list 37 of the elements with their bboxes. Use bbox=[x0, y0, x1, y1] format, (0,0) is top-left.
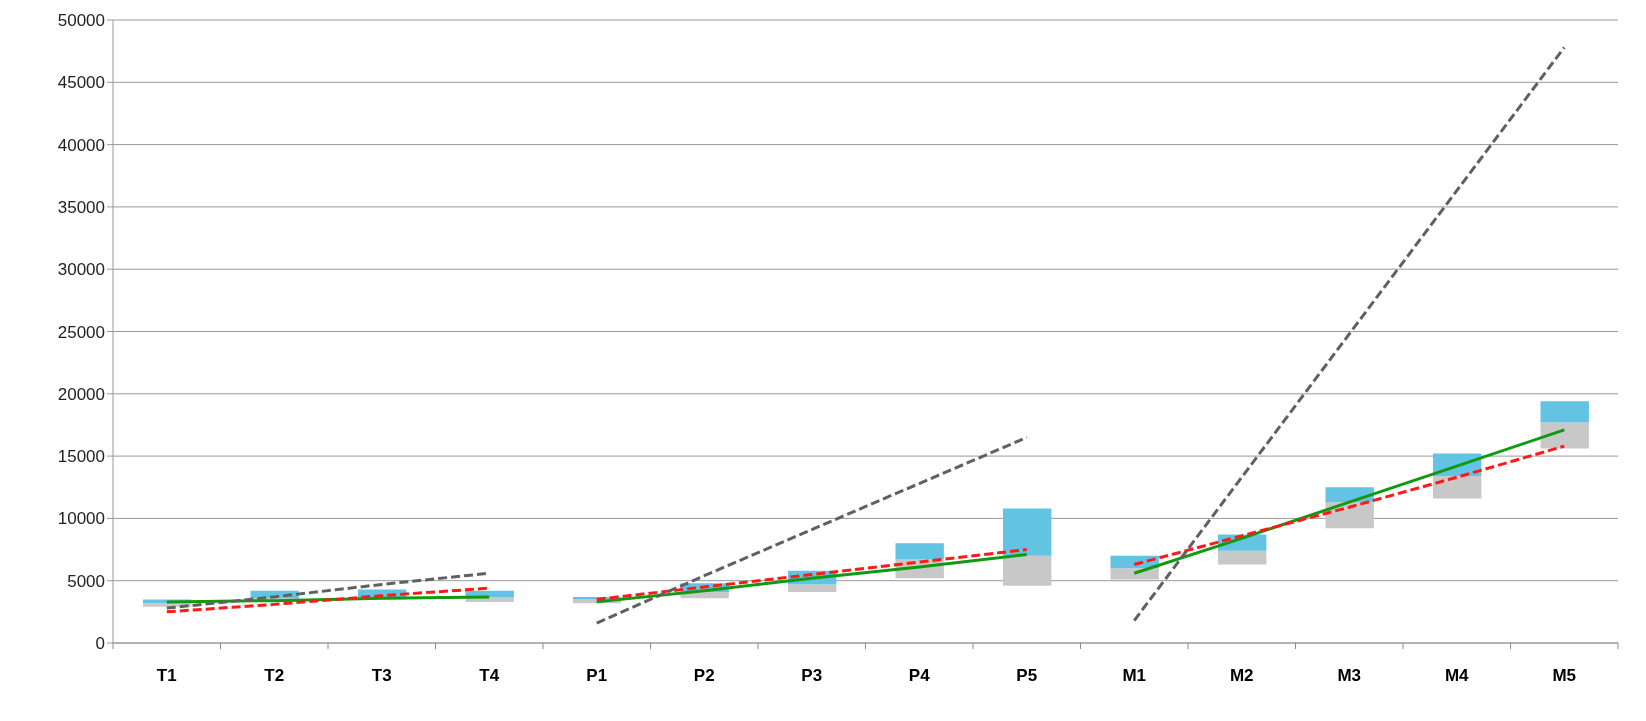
x-tick-label: P4 bbox=[908, 666, 931, 685]
y-tick-label: 50000 bbox=[57, 11, 105, 31]
x-tick-label: M1 bbox=[1122, 666, 1147, 685]
x-tick-label: M4 bbox=[1444, 666, 1470, 685]
line-series bbox=[1132, 428, 1566, 575]
bar bbox=[1540, 422, 1589, 449]
x-tick-label: P3 bbox=[801, 666, 823, 685]
y-tick-label: 30000 bbox=[57, 260, 105, 280]
x-tick-label: P1 bbox=[586, 666, 608, 685]
y-tick-label: 15000 bbox=[57, 447, 105, 467]
bar bbox=[1218, 550, 1267, 565]
y-tick-label: 25000 bbox=[57, 322, 105, 342]
y-tick-label: 45000 bbox=[57, 73, 105, 93]
x-tick-label: M2 bbox=[1229, 666, 1254, 685]
bar bbox=[1433, 476, 1482, 499]
x-tick-label: M5 bbox=[1552, 666, 1577, 685]
y-tick-label: 40000 bbox=[57, 135, 105, 155]
bar bbox=[1003, 555, 1052, 586]
x-tick-label: P5 bbox=[1016, 666, 1038, 685]
y-tick-label: 20000 bbox=[57, 384, 105, 404]
bar bbox=[788, 584, 837, 592]
x-tick-label: T4 bbox=[479, 666, 500, 685]
y-tick-label: 5000 bbox=[67, 571, 105, 591]
bar bbox=[895, 543, 944, 560]
bar bbox=[1540, 401, 1589, 423]
x-tick-label: T1 bbox=[156, 666, 177, 685]
x-tick-label: T3 bbox=[371, 666, 392, 685]
bar bbox=[1003, 508, 1052, 556]
y-tick-label: 10000 bbox=[57, 509, 105, 529]
x-tick-label: M3 bbox=[1337, 666, 1362, 685]
x-tick-label: T2 bbox=[264, 666, 285, 685]
y-tick-label: 0 bbox=[95, 634, 105, 654]
line-series bbox=[595, 435, 1029, 625]
x-tick-label: P2 bbox=[693, 666, 715, 685]
y-tick-label: 35000 bbox=[57, 197, 105, 217]
line-series bbox=[1132, 444, 1566, 566]
line-series bbox=[1132, 45, 1566, 623]
